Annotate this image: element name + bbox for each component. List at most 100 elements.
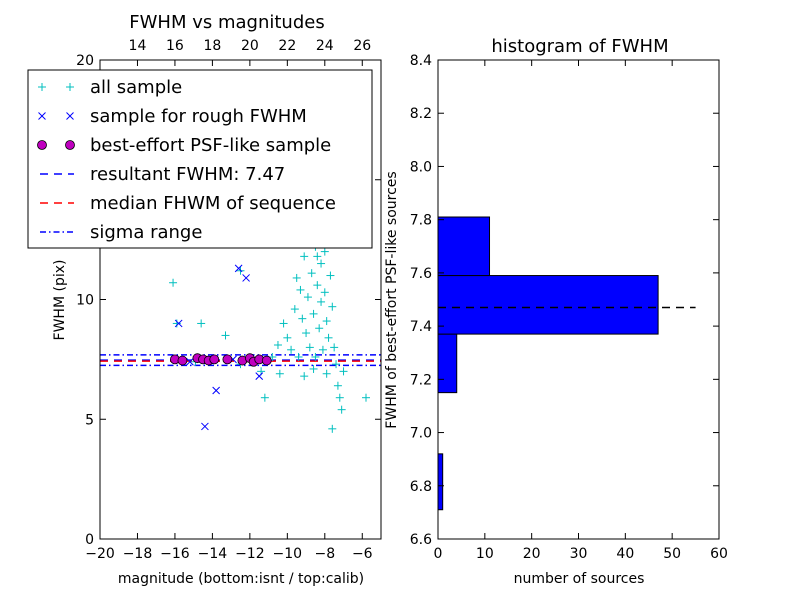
point-plus-49	[322, 369, 331, 378]
point-plus-31	[317, 259, 326, 268]
point-plus-16	[298, 314, 307, 323]
legend-entry: best-effort PSF-like sample	[37, 135, 331, 156]
histogram-x-tick-label: 0	[434, 546, 443, 562]
legend-label: all sample	[90, 77, 182, 98]
point-plus-55	[275, 369, 284, 378]
x-tick-label: −6	[352, 546, 373, 562]
point-plus-53	[260, 393, 269, 402]
histogram-x-tick-label: 10	[476, 546, 494, 562]
histogram-y-ticks: 6.6 6.8 7.0 7.2 7.4 7.6 7.8 8.0 8.2 8.4	[410, 53, 719, 548]
point-plus-8	[273, 341, 282, 350]
histogram-y-tick-label: 6.8	[410, 479, 432, 495]
top-tick-label: 26	[353, 38, 371, 54]
point-plus-42	[330, 343, 339, 352]
x-tick-label: −18	[123, 546, 153, 562]
scatter-x-label: magnitude (bottom:isnt / top:calib)	[118, 571, 364, 587]
point-circle-legend-a-2	[37, 140, 47, 150]
legend-label: median FHWM of sequence	[90, 193, 336, 214]
y-tick-label: 10	[76, 293, 94, 309]
point-plus-47	[337, 405, 346, 414]
point-plus-39	[324, 333, 333, 342]
legend-label: resultant FWHM: 7.47	[90, 164, 285, 185]
legend-entry: resultant FWHM: 7.47	[40, 164, 285, 185]
point-plus-34	[318, 345, 327, 354]
y-tick-label: 0	[85, 532, 94, 548]
histogram-title: histogram of FWHM	[491, 36, 668, 57]
legend-label: sample for rough FWHM	[90, 106, 307, 127]
histogram-bar	[437, 216, 491, 277]
y-tick-label: 20	[76, 53, 94, 69]
point-circle-6	[222, 354, 233, 365]
x-tick-label: −12	[235, 546, 265, 562]
histogram-y-tick-label: 8.4	[410, 53, 432, 69]
point-plus-51	[300, 372, 309, 381]
point-plus-17	[300, 252, 309, 261]
point-plus-21	[305, 343, 314, 352]
histogram-bar	[437, 453, 444, 511]
point-plus-1	[172, 319, 181, 328]
top-tick-label: 14	[129, 38, 147, 54]
point-plus-56	[313, 252, 322, 261]
point-x-0	[174, 319, 183, 328]
legend: all sample sample for rough FWHM best-effo…	[27, 69, 373, 249]
histogram-y-tick-label: 7.8	[410, 213, 432, 229]
point-x-3	[212, 386, 221, 395]
histogram-y-tick-label: 7.0	[410, 426, 432, 442]
legend-label: best-effort PSF-like sample	[90, 135, 331, 156]
histogram-x-ticks: 0 10 20 30 40 50 60	[434, 60, 728, 562]
histogram-y-tick-label: 7.6	[410, 266, 432, 282]
point-plus-37	[322, 317, 331, 326]
point-x-6	[255, 372, 264, 380]
histogram-y-tick-label: 7.4	[410, 319, 432, 335]
point-x-5	[242, 274, 250, 282]
histogram-bar	[437, 275, 659, 335]
point-x-legend-a-1	[38, 112, 46, 120]
point-plus-15	[296, 285, 305, 294]
point-plus-48	[339, 367, 348, 376]
legend-entry: sigma range	[40, 222, 202, 243]
top-tick-label: 24	[316, 38, 334, 54]
point-plus-11	[287, 345, 296, 354]
point-plus-18	[302, 329, 311, 338]
x-tick-label: −20	[85, 546, 115, 562]
point-plus-29	[315, 324, 324, 333]
point-plus-9	[279, 319, 288, 328]
point-plus-legend-a-0	[38, 83, 46, 91]
legend-entry: median FHWM of sequence	[40, 193, 336, 214]
legend-label: sigma range	[90, 222, 202, 243]
point-circle-legend-b-2	[65, 140, 75, 150]
histogram-y-label: FWHM of best-effort PSF-like sources	[384, 171, 400, 428]
scatter-plot: FWHM vs magnitudes −20 −18 −16 −14 −12 −10 −8−…	[27, 12, 382, 587]
histogram-x-tick-label: 60	[710, 546, 728, 562]
point-plus-44	[333, 381, 342, 390]
histogram-x-tick-label: 40	[616, 546, 634, 562]
point-x-1	[186, 357, 194, 366]
point-plus-35	[320, 247, 329, 256]
point-x-4	[234, 264, 243, 273]
point-plus-43	[332, 360, 341, 369]
histogram-y-tick-label: 8.0	[410, 159, 432, 175]
top-tick-label: 22	[278, 38, 296, 54]
x-tick-label: −8	[314, 546, 335, 562]
point-plus-22	[307, 269, 316, 278]
histogram-y-tick-label: 7.2	[410, 372, 432, 388]
histogram-x-tick-label: 30	[570, 546, 588, 562]
x-tick-label: −10	[273, 546, 303, 562]
x-axis-ticks: −20 −18 −16 −14 −12 −10 −8 −6	[85, 60, 373, 562]
scatter-y-label: FWHM (pix)	[52, 260, 68, 341]
point-plus-26	[311, 352, 320, 361]
legend-entry: all sample	[38, 77, 182, 98]
point-circle-1	[177, 355, 188, 366]
point-plus-0	[169, 278, 178, 287]
scatter-title: FWHM vs magnitudes	[129, 12, 324, 33]
histogram-bar	[437, 333, 458, 394]
point-plus-52	[362, 393, 371, 402]
legend-entry: sample for rough FWHM	[38, 106, 307, 127]
histogram-x-label: number of sources	[514, 571, 645, 587]
x-tick-label: −14	[198, 546, 228, 562]
point-plus-32	[317, 297, 326, 306]
histogram-plot: histogram of FWHM 0 10 20 30 40 50 60 6.6 6.8 7.…	[384, 36, 728, 587]
point-plus-27	[313, 281, 322, 290]
point-plus-24	[309, 309, 318, 318]
top-tick-label: 16	[166, 38, 184, 54]
